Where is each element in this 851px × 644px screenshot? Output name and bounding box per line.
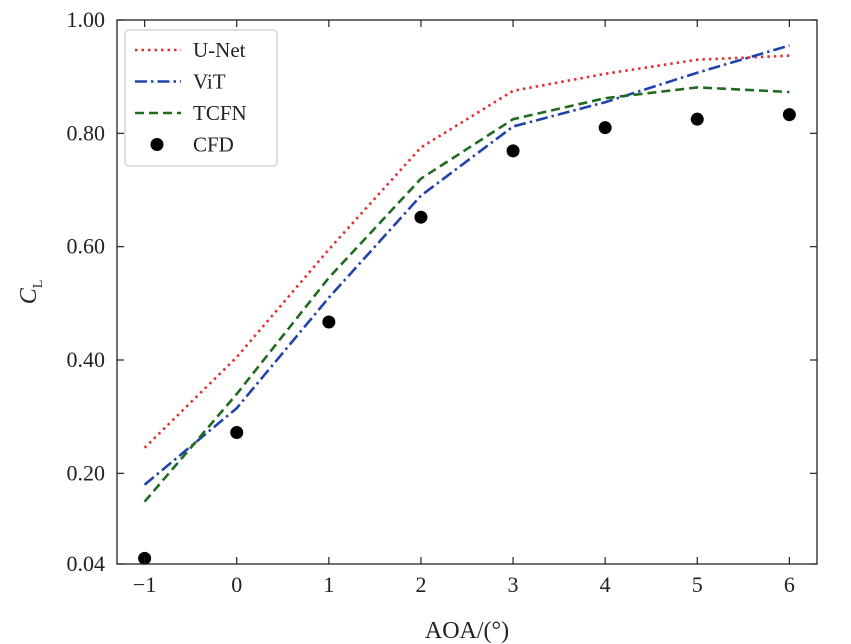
- x-axis-label: AOA/(°): [425, 618, 509, 644]
- y-axis-label: CL: [16, 280, 46, 305]
- y-tick-label: 0.20: [67, 460, 106, 485]
- point-cfd: [414, 210, 428, 224]
- point-cfd: [782, 108, 796, 122]
- legend-label-vit: ViT: [193, 70, 226, 94]
- series-line-vit: [143, 44, 790, 486]
- series-line-tcfn: [143, 86, 790, 503]
- legend: U-Net ViT TCFN CFD: [124, 29, 278, 167]
- y-tick-label: 0.80: [67, 120, 106, 145]
- x-tick-label: 5: [692, 572, 703, 597]
- y-tick-label: 0.04: [67, 551, 106, 576]
- legend-marker-cfd: [150, 138, 164, 151]
- y-axis-label-main: C: [16, 287, 42, 304]
- legend-label-tcfn: TCFN: [193, 101, 247, 125]
- legend-label-cfd: CFD: [193, 133, 234, 157]
- x-tick-label: 6: [784, 572, 795, 597]
- point-cfd: [322, 315, 336, 329]
- legend-box: [124, 29, 278, 167]
- x-tick-label: 4: [600, 572, 611, 597]
- x-tick-label: −1: [133, 572, 156, 597]
- ticks-layer: −1 0 1 2 3 4 5 6 0.04 0.20 0.40 0.60 0.80 1.00: [67, 7, 817, 597]
- x-tick-label: 1: [323, 572, 334, 597]
- point-cfd: [230, 426, 244, 440]
- y-tick-label: 1.00: [67, 7, 106, 32]
- x-tick-label: 3: [508, 572, 519, 597]
- point-cfd: [598, 121, 612, 135]
- plot-frame: [116, 19, 818, 565]
- x-tick-label: 0: [231, 572, 242, 597]
- y-tick-label: 0.60: [67, 234, 106, 259]
- legend-label-u-net: U-Net: [193, 38, 246, 62]
- y-tick-label: 0.40: [67, 347, 106, 372]
- point-cfd: [506, 144, 520, 158]
- series-layer: [138, 44, 796, 565]
- y-axis-label-subscript: L: [31, 280, 46, 289]
- series-line-u-net: [143, 54, 790, 449]
- point-cfd: [690, 112, 704, 126]
- x-tick-label: 2: [415, 572, 426, 597]
